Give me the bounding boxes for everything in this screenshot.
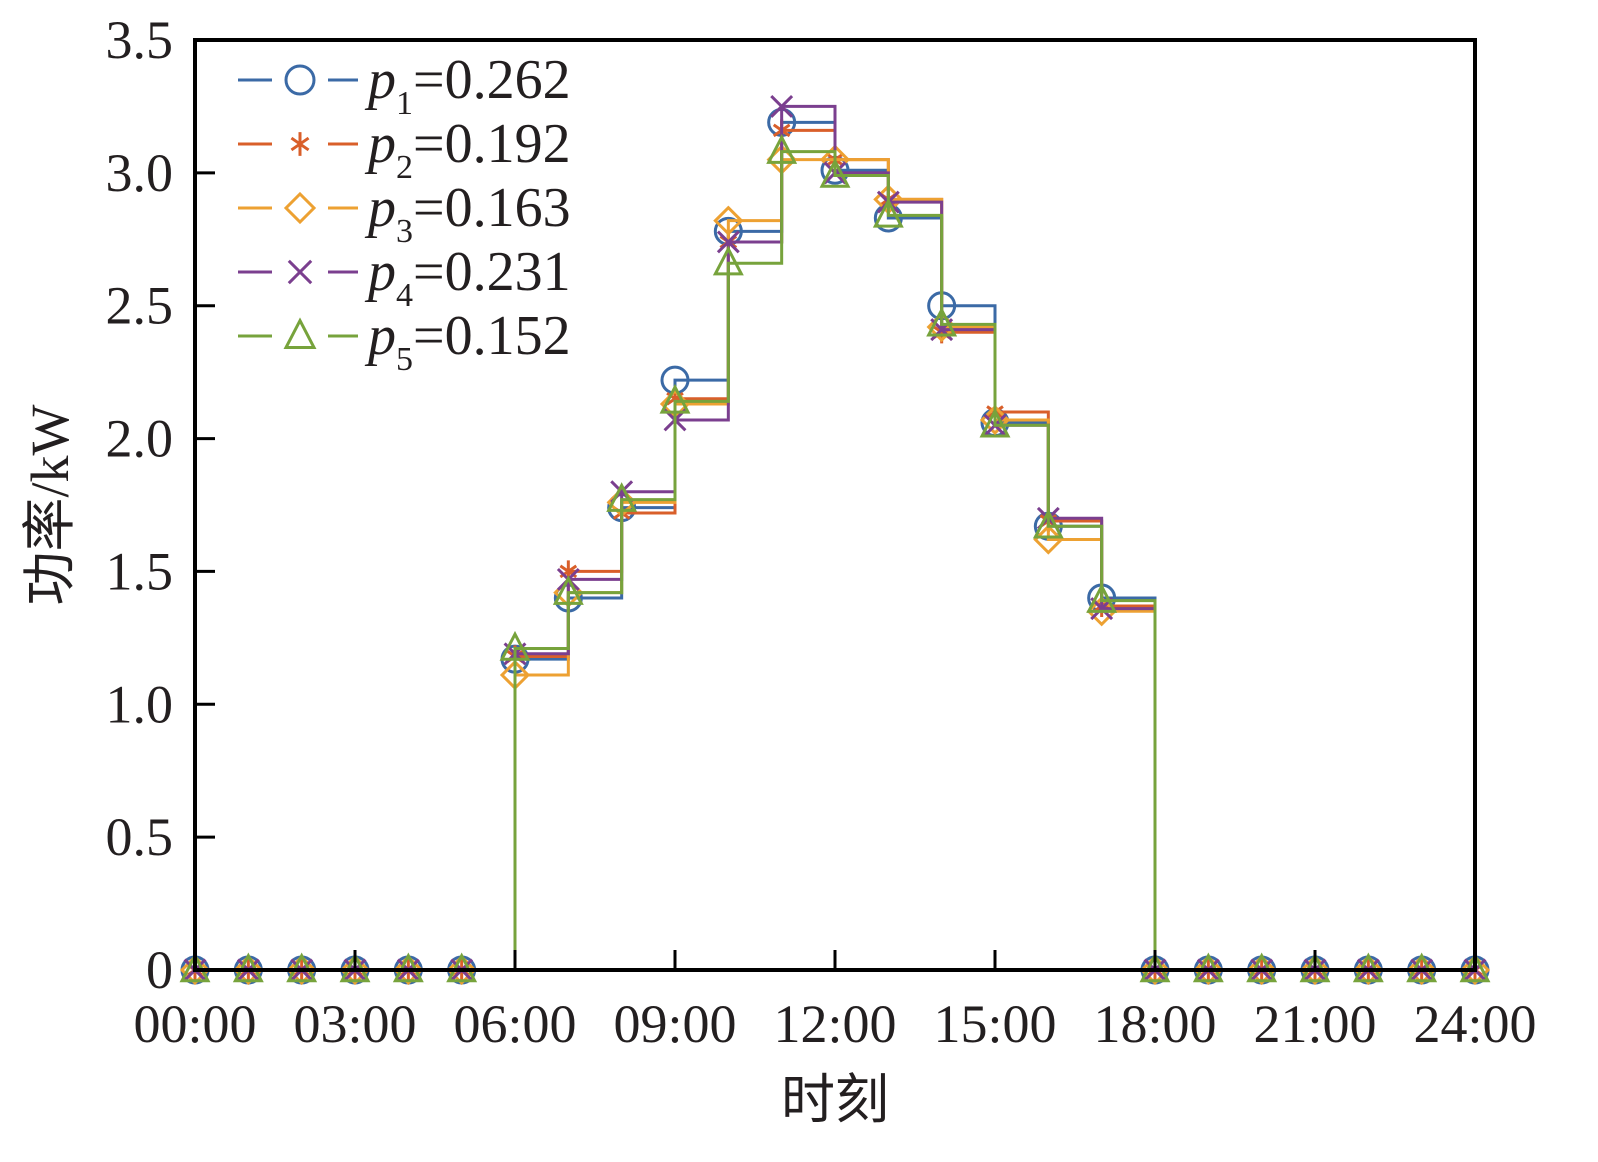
y-tick-label: 0 [146, 940, 173, 1000]
legend-item-3: p3=0.163 [238, 177, 571, 250]
series-5-point [659, 383, 691, 414]
legend-label-subscript: 4 [396, 277, 413, 314]
x-tick-label: 24:00 [1413, 994, 1536, 1054]
legend-label-value: =0.231 [413, 241, 571, 303]
series-3-point [1459, 954, 1491, 986]
legend-label-value: =0.192 [413, 113, 571, 175]
x-tick-label: 18:00 [1093, 994, 1216, 1054]
axes-group: 00:00 03:00 06:00 09:00 12:00 15:00 18:00 21:00… [106, 10, 1537, 1054]
y-tick-label: 2.0 [106, 409, 174, 469]
x-tick-label: 15:00 [933, 994, 1056, 1054]
series-4-point [716, 230, 740, 254]
series-3-point [1033, 524, 1064, 555]
y-tick-label: 3.5 [106, 10, 174, 70]
x-axis-title: 时刻 [781, 1070, 889, 1130]
legend-item-5: p5=0.152 [238, 305, 571, 378]
x-tick-label: 12:00 [773, 994, 896, 1054]
y-tick-label: 2.5 [106, 276, 174, 336]
series-3-point [179, 954, 211, 986]
legend-label: p3=0.163 [364, 177, 571, 250]
legend-label-value: =0.262 [413, 49, 571, 111]
x-tick-label: 09:00 [613, 994, 736, 1054]
series-5-point [499, 630, 531, 661]
legend-label-value: =0.163 [413, 177, 571, 239]
series-3-point [1246, 954, 1277, 986]
series-5-point [606, 482, 638, 512]
legend-label: p4=0.231 [364, 241, 571, 314]
series-5-point [872, 197, 904, 228]
legend-label-value: =0.152 [413, 305, 571, 367]
series-3-point [339, 954, 371, 986]
series-5-point [926, 306, 958, 337]
x-tick-label: 00:00 [133, 994, 256, 1054]
legend-marker [284, 64, 316, 96]
series-5-point [766, 134, 798, 164]
legend-label-var: p [364, 305, 396, 367]
series-3-point [1299, 954, 1331, 986]
y-tick-label: 1.0 [106, 674, 174, 734]
series-3-point [233, 954, 264, 986]
legend-marker [287, 259, 313, 285]
legend-label-var: p [364, 113, 396, 175]
y-tick-label: 1.5 [106, 541, 174, 601]
series-3-point [286, 954, 317, 986]
series-5-point [1032, 508, 1064, 539]
legend-item-4: p4=0.231 [238, 241, 571, 314]
series-5-point [819, 157, 851, 188]
x-tick-label: 21:00 [1253, 994, 1376, 1054]
y-axis-title: 功率/kW [20, 404, 80, 605]
legend-marker [290, 132, 310, 156]
x-tick-label: 03:00 [293, 994, 416, 1054]
y-tick-label: 0.5 [106, 807, 174, 867]
legend-label-subscript: 5 [396, 341, 413, 378]
legend-label-var: p [364, 49, 396, 111]
legend-label-var: p [364, 177, 396, 239]
y-tick-label: 3.0 [106, 143, 174, 203]
legend-label: p2=0.192 [364, 113, 571, 186]
series-3-point [713, 205, 744, 236]
series-4-point [770, 94, 794, 118]
series-3-point [393, 954, 424, 986]
legend-label: p5=0.152 [364, 305, 571, 378]
series-5-point [979, 407, 1011, 438]
legend-label-subscript: 1 [396, 85, 413, 122]
x-tick-label: 06:00 [453, 994, 576, 1054]
series-3-point [446, 954, 477, 986]
series-3-point [1353, 954, 1384, 986]
legend-label-subscript: 2 [396, 149, 413, 186]
legend-marker [283, 191, 317, 225]
series-5-point [1086, 583, 1118, 613]
series-3-point [1406, 954, 1437, 986]
series-3-point [1139, 954, 1171, 986]
legend-marker [283, 317, 317, 350]
series-5-point [552, 575, 584, 605]
legend-item-2: p2=0.192 [238, 113, 571, 186]
legend-label-subscript: 3 [396, 213, 413, 250]
series-3-point [1193, 954, 1224, 986]
series-3-point [1086, 596, 1117, 627]
legend-item-1: p1=0.262 [238, 49, 571, 122]
series-5-point [712, 245, 744, 276]
legend-label: p1=0.262 [364, 49, 571, 122]
legend-label-var: p [364, 241, 396, 303]
